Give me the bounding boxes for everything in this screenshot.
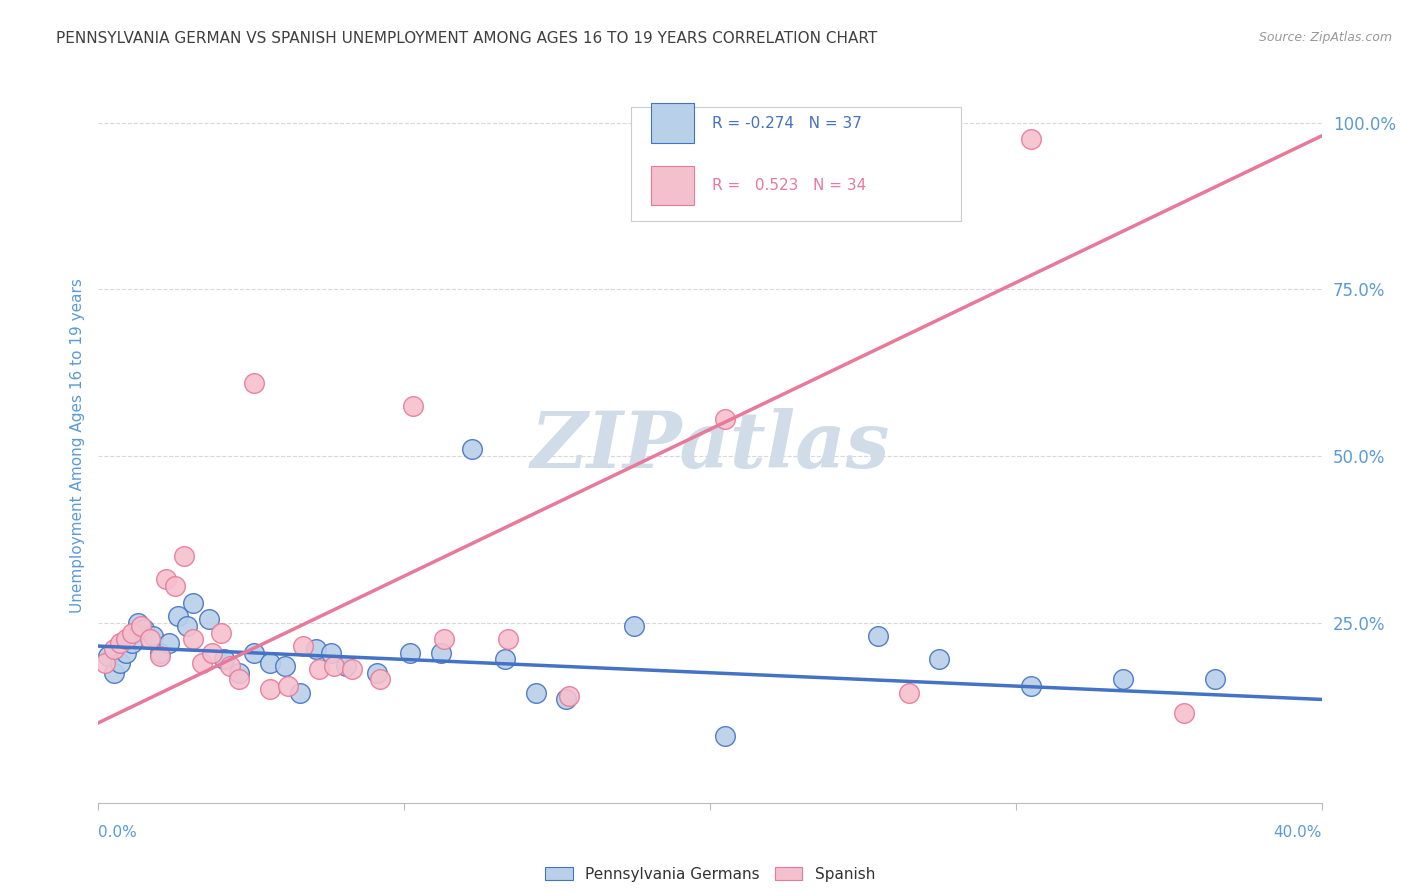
Point xyxy=(209,625,232,640)
Text: PENNSYLVANIA GERMAN VS SPANISH UNEMPLOYMENT AMONG AGES 16 TO 19 YEARS CORRELATIO: PENNSYLVANIA GERMAN VS SPANISH UNEMPLOYM… xyxy=(56,31,877,46)
Point xyxy=(558,689,581,703)
Point xyxy=(274,659,297,673)
FancyBboxPatch shape xyxy=(651,166,695,205)
Point xyxy=(342,662,364,676)
Point xyxy=(304,642,326,657)
Point xyxy=(714,729,737,743)
Point xyxy=(191,656,214,670)
Point xyxy=(433,632,456,647)
Point xyxy=(155,573,177,587)
Point xyxy=(430,646,453,660)
Point xyxy=(228,665,250,680)
Point xyxy=(149,646,172,660)
Point xyxy=(460,442,482,457)
Point xyxy=(173,549,195,563)
Point xyxy=(402,399,425,413)
Point xyxy=(277,679,299,693)
Point xyxy=(897,686,920,700)
Point xyxy=(399,646,422,660)
Point xyxy=(157,636,180,650)
Point xyxy=(197,612,219,626)
Point xyxy=(127,615,149,630)
Point xyxy=(335,659,357,673)
Point xyxy=(259,656,281,670)
Point xyxy=(181,632,204,647)
Point xyxy=(212,652,235,666)
Point xyxy=(555,692,578,706)
Y-axis label: Unemployment Among Ages 16 to 19 years: Unemployment Among Ages 16 to 19 years xyxy=(69,278,84,614)
Point xyxy=(368,673,391,687)
Point xyxy=(103,665,125,680)
Text: Source: ZipAtlas.com: Source: ZipAtlas.com xyxy=(1258,31,1392,45)
Point xyxy=(868,629,890,643)
Point xyxy=(322,659,344,673)
Point xyxy=(228,673,250,687)
Point xyxy=(97,649,120,664)
Point xyxy=(524,686,547,700)
Point xyxy=(121,636,143,650)
Point xyxy=(1019,679,1042,693)
Point xyxy=(142,629,165,643)
Point xyxy=(181,596,204,610)
Point xyxy=(1173,706,1195,720)
Point xyxy=(1112,673,1135,687)
Point xyxy=(167,609,190,624)
Point xyxy=(219,659,242,673)
Point xyxy=(1019,132,1042,146)
Point xyxy=(121,625,143,640)
Point xyxy=(115,632,138,647)
Point xyxy=(93,656,115,670)
Point xyxy=(243,646,266,660)
Point xyxy=(243,376,266,390)
FancyBboxPatch shape xyxy=(630,107,960,221)
Point xyxy=(129,619,152,633)
Text: R =   0.523   N = 34: R = 0.523 N = 34 xyxy=(713,178,866,193)
Point xyxy=(200,646,222,660)
Point xyxy=(139,632,162,647)
Point xyxy=(714,412,737,426)
Text: 0.0%: 0.0% xyxy=(98,825,138,840)
Point xyxy=(775,139,797,153)
FancyBboxPatch shape xyxy=(651,103,695,143)
Point xyxy=(176,619,198,633)
Point xyxy=(290,686,312,700)
Point xyxy=(623,619,645,633)
Text: 40.0%: 40.0% xyxy=(1274,825,1322,840)
Point xyxy=(292,639,315,653)
Point xyxy=(108,636,131,650)
Point xyxy=(115,646,138,660)
Text: ZIPatlas: ZIPatlas xyxy=(530,408,890,484)
Legend: Pennsylvania Germans, Spanish: Pennsylvania Germans, Spanish xyxy=(538,861,882,888)
Point xyxy=(319,646,342,660)
Point xyxy=(163,579,186,593)
Point xyxy=(149,649,172,664)
Point xyxy=(308,662,330,676)
Point xyxy=(928,652,950,666)
Point xyxy=(366,665,388,680)
Point xyxy=(1204,673,1226,687)
Point xyxy=(108,656,131,670)
Point xyxy=(134,623,156,637)
Point xyxy=(103,642,125,657)
Point xyxy=(259,682,281,697)
Text: R = -0.274   N = 37: R = -0.274 N = 37 xyxy=(713,116,862,130)
Point xyxy=(496,632,519,647)
Point xyxy=(494,652,516,666)
